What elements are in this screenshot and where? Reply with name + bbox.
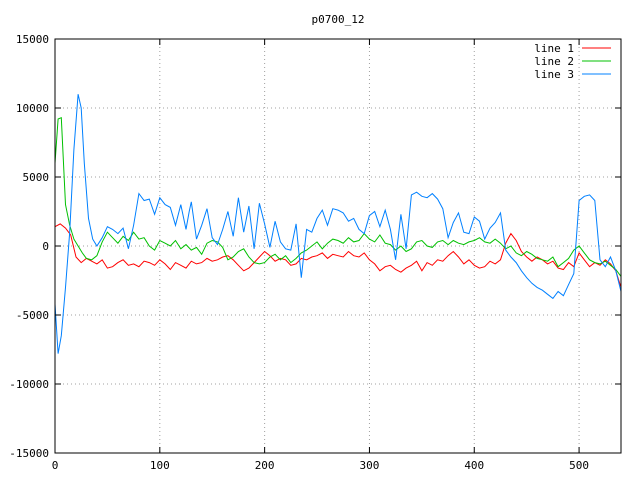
grid-lines	[55, 39, 621, 453]
y-tick-label: -5000	[16, 309, 49, 322]
legend-label-3: line 3	[534, 68, 574, 81]
y-tick-label: -15000	[9, 447, 49, 460]
x-tick-label: 0	[52, 459, 59, 472]
series-line-1	[54, 223, 622, 288]
x-tick-label: 200	[255, 459, 275, 472]
y-tick-label: 5000	[23, 171, 50, 184]
series-line-3	[54, 94, 622, 354]
chart-title: p0700_12	[312, 13, 365, 26]
y-tick-label: 0	[42, 240, 49, 253]
x-tick-label: 300	[360, 459, 380, 472]
legend-label-2: line 2	[534, 55, 574, 68]
y-tick-label: 15000	[16, 33, 49, 46]
series-line-2	[54, 116, 622, 277]
x-tick-label: 100	[150, 459, 170, 472]
y-tick-label: -10000	[9, 378, 49, 391]
x-tick-label: 500	[569, 459, 589, 472]
y-tick-label: 10000	[16, 102, 49, 115]
axis-ticks: -15000 -10000 -5000 0 5000 10000 15000 0 100 200 3…	[9, 33, 621, 472]
plot-area	[54, 94, 622, 354]
legend-label-1: line 1	[534, 42, 574, 55]
x-tick-label: 400	[464, 459, 484, 472]
